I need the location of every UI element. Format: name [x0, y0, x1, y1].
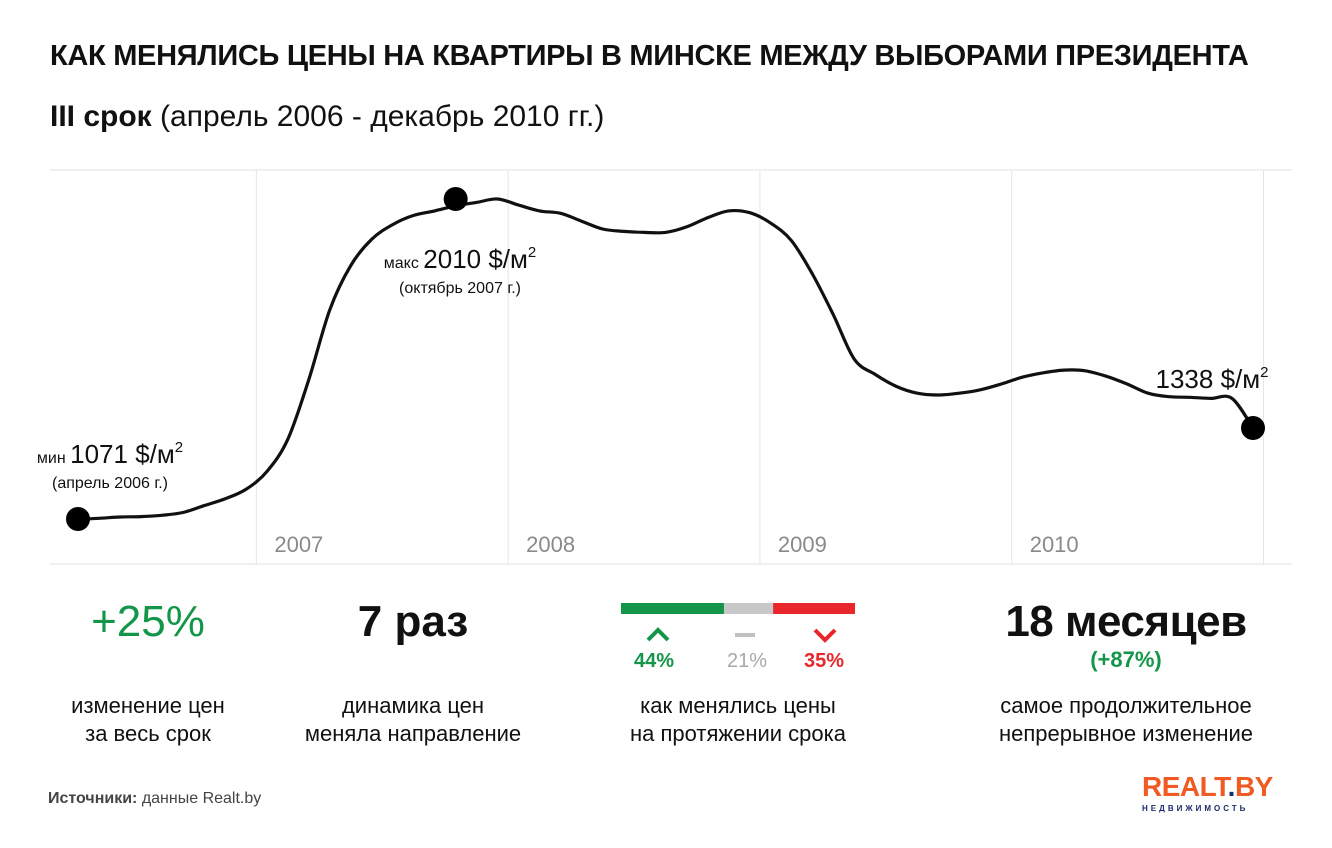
reversals-label-line2: меняла направление [304, 721, 522, 746]
annotation-min-value: мин 1071 $/м2 [37, 439, 183, 469]
logo-part-1: REALT [1142, 771, 1228, 802]
change-description: изменение цен за весь срок [28, 692, 268, 748]
change-label-line2: за весь срок [85, 721, 211, 746]
longest-change: (+87%) [1090, 647, 1162, 672]
distribution-label-line1: как менялись цены [640, 693, 836, 718]
chart-annotations: мин 1071 $/м2(апрель 2006 г.)макс 2010 $… [37, 244, 1269, 492]
pct-down: 35% [804, 650, 845, 672]
price-line-chart: 2007 2008 2009 2010 мин 1071 $/м2(апрель 20… [37, 169, 1292, 565]
logo-wordmark: REALT.BY [1142, 771, 1273, 802]
annotation-max-prefix: макс [384, 255, 424, 272]
year-tick-labels: 2007 2008 2009 2010 [274, 532, 1078, 557]
annotation-min-sup: 2 [175, 439, 183, 456]
year-tick-2010: 2010 [1030, 532, 1079, 557]
annotation-min-date: (апрель 2006 г.) [52, 475, 168, 492]
distribution-segment-flat [723, 603, 774, 614]
chevron-down-icon [813, 628, 837, 643]
longest-label-line2: непрерывное изменение [998, 721, 1254, 746]
chart-markers [66, 187, 1265, 531]
annotation-last-number: 1338 $/м [1156, 364, 1261, 394]
page-subtitle: III срок (апрель 2006 - декабрь 2010 гг.… [50, 100, 604, 134]
page-title: КАК МЕНЯЛИСЬ ЦЕНЫ НА КВАРТИРЫ В МИНСКЕ М… [50, 40, 1249, 72]
source-text: данные Realt.by [141, 790, 262, 807]
annotation-max-number: 2010 $/м [423, 244, 528, 274]
logo-tagline: НЕДВИЖИМОСТЬ [1142, 804, 1249, 813]
realt-logo: REALT.BY НЕДВИЖИМОСТЬ [1142, 771, 1273, 814]
distribution-graphic [621, 603, 855, 643]
longest-label-line1: самое продолжительное [1000, 693, 1252, 718]
year-tick-2009: 2009 [778, 532, 827, 557]
reversals-label-line1: динамика цен [341, 693, 485, 718]
year-tick-2007: 2007 [274, 532, 323, 557]
distribution-label-line2: на протяжении срока [630, 721, 846, 746]
reversals-value: 7 раз [357, 597, 469, 646]
logo-part-2: BY [1234, 771, 1273, 802]
term-label: III срок [50, 100, 152, 133]
marker-min [66, 507, 90, 531]
pct-up: 44% [634, 650, 675, 672]
source-label: Источники: [48, 790, 138, 807]
chart-grid [50, 169, 1292, 565]
longest-value: 18 месяцев [1005, 597, 1247, 646]
reversals-description: динамика цен меняла направление [283, 692, 543, 748]
pct-flat: 21% [727, 650, 768, 672]
distribution-segment-up [621, 603, 724, 614]
annotation-max-date: (октябрь 2007 г.) [399, 280, 521, 297]
logo-dot: . [1227, 771, 1236, 802]
source-note: Источники: данные Realt.by [48, 790, 261, 808]
change-label-line1: изменение цен [71, 693, 225, 718]
year-tick-2008: 2008 [526, 532, 575, 557]
annotation-last-sup: 2 [1260, 364, 1268, 381]
dash-icon [735, 633, 755, 637]
annotation-min-prefix: мин [37, 450, 70, 467]
marker-max [443, 187, 468, 211]
distribution-bar [621, 603, 855, 614]
longest-description: самое продолжительное непрерывное измене… [966, 692, 1286, 748]
chevron-up-icon [646, 627, 670, 642]
annotation-last-value: 1338 $/м2 [1156, 364, 1269, 394]
distribution-description: как менялись цены на протяжении срока [598, 692, 878, 748]
annotation-max-value: макс 2010 $/м2 [384, 244, 537, 274]
distribution-segment-down [773, 603, 855, 614]
change-value: +25% [91, 597, 205, 646]
term-dates: (апрель 2006 - декабрь 2010 гг.) [151, 100, 605, 133]
price-line [76, 197, 1255, 521]
marker-last [1241, 416, 1265, 441]
annotation-min-number: 1071 $/м [70, 439, 175, 469]
annotation-max-sup: 2 [528, 244, 536, 261]
